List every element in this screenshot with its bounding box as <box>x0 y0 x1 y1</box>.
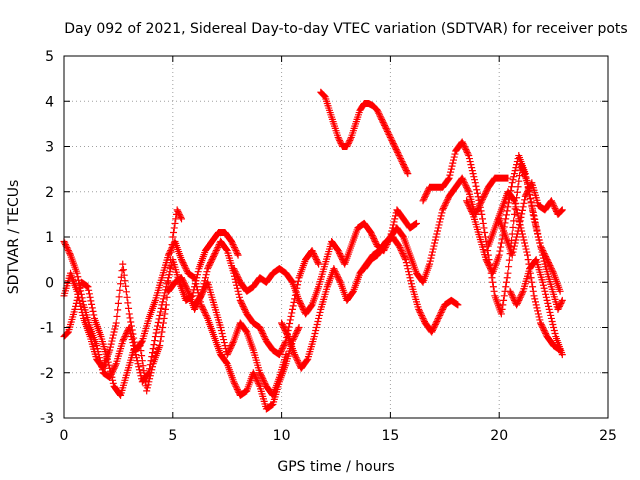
y-tick-label: 0 <box>45 275 54 291</box>
chart-title: Day 092 of 2021, Sidereal Day-to-day VTE… <box>64 21 627 37</box>
y-tick-label: -1 <box>40 321 54 337</box>
y-tick-label: -3 <box>40 411 54 427</box>
y-tick-label: -2 <box>40 366 54 382</box>
x-tick-label: 5 <box>168 428 177 444</box>
point-marks <box>506 256 566 359</box>
point-marks <box>230 206 421 318</box>
point-marks <box>317 88 412 178</box>
x-axis-label: GPS time / hours <box>277 459 394 475</box>
x-tick-label: 25 <box>599 428 617 444</box>
point-marks <box>360 174 512 286</box>
series-s14 <box>506 256 566 359</box>
y-axis-ticks: -3 -2 -1 0 1 2 3 4 5 <box>40 49 608 427</box>
x-tick-label: 20 <box>490 428 508 444</box>
x-axis-ticks: 0 5 10 15 20 25 <box>60 56 617 444</box>
y-tick-label: 3 <box>45 140 54 156</box>
x-tick-label: 15 <box>381 428 399 444</box>
series-s13 <box>495 179 566 259</box>
series-s5 <box>191 278 290 399</box>
data-points <box>60 88 566 413</box>
series-s8 <box>317 88 412 178</box>
y-tick-label: 5 <box>45 49 54 65</box>
point-marks <box>278 233 462 372</box>
series-s9 <box>360 174 512 286</box>
y-axis-label: SDTVAR / TECUs <box>6 180 22 295</box>
y-tick-label: 4 <box>45 94 54 110</box>
x-tick-label: 0 <box>60 428 69 444</box>
series-s11 <box>463 152 566 313</box>
series-s7 <box>278 233 462 372</box>
point-marks <box>191 278 290 399</box>
grid-lines <box>64 56 608 418</box>
point-marks <box>495 179 566 259</box>
x-tick-label: 10 <box>273 428 291 444</box>
point-marks <box>463 152 566 313</box>
y-tick-label: 1 <box>45 230 54 246</box>
y-tick-label: 2 <box>45 185 54 201</box>
series-s6 <box>230 206 421 318</box>
